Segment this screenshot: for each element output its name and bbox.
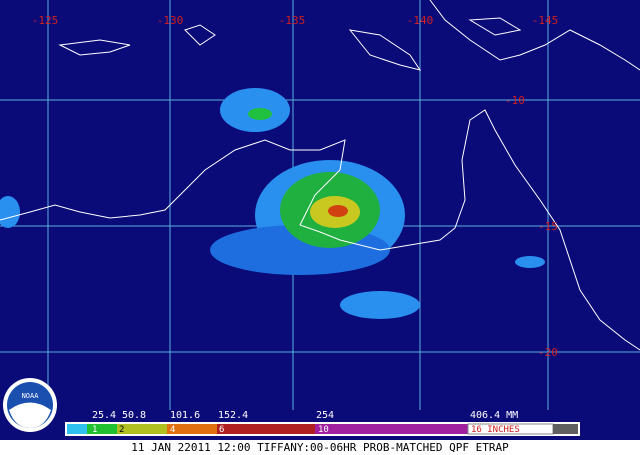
legend-inch-label: 4 [170,425,175,435]
legend-mm-label: 152.4 [218,410,248,421]
colorbar-step [67,424,87,434]
rain-area [248,108,272,120]
precipitation [0,88,545,319]
legend-inch-label: 10 [318,425,329,435]
island [468,17,522,36]
longitude-label: -145 [532,14,559,27]
latitude-label: -10 [505,94,525,107]
rain-area [0,196,20,228]
colorbar-step [167,424,217,434]
longitude-label: -140 [407,14,434,27]
longitude-labels: -125 -130 -135 -140 -145 [32,14,559,27]
rain-area [340,291,420,319]
legend-inch-label: 2 [119,425,124,435]
legend-mm-label: 254 [316,410,334,421]
colorbar-step [117,424,167,434]
colorbar-step [553,424,578,434]
legend-mm-label: 50.8 [122,410,146,421]
footer-caption: 11 JAN 22011 12:00 TIFFANY:00-06HR PROB-… [131,441,509,454]
legend-mm-label: 25.4 [92,410,116,421]
coastline [429,0,640,71]
latitude-label: -15 [538,220,558,233]
rain-area [328,205,348,217]
island [348,29,422,71]
legend-inch-label: 16 INCHES [471,425,520,435]
colorbar-step [315,424,468,434]
latitude-labels: -10 -15 -20 [505,94,558,359]
legend-mm-label: 101.6 [170,410,200,421]
logo-wave [9,402,51,428]
colorbar-step [217,424,315,434]
island [58,39,131,56]
colorbar-step [87,424,117,434]
island [184,24,216,46]
logo-text: NOAA [22,392,40,400]
longitude-label: -135 [279,14,306,27]
longitude-label: -130 [157,14,184,27]
latitude-label: -20 [538,346,558,359]
legend-mm-label: 406.4 MM [470,410,518,421]
legend-inch-label: 1 [92,425,97,435]
noaa-logo: NOAA [3,378,57,432]
rain-area [515,256,545,268]
footer-background [0,440,640,455]
coastline [0,109,640,351]
longitude-label: -125 [32,14,59,27]
legend: 25.4 50.8 101.6 152.4 254 406.4 MM 1 2 4… [65,410,580,436]
legend-inch-label: 6 [219,425,224,435]
coastlines [0,0,640,351]
